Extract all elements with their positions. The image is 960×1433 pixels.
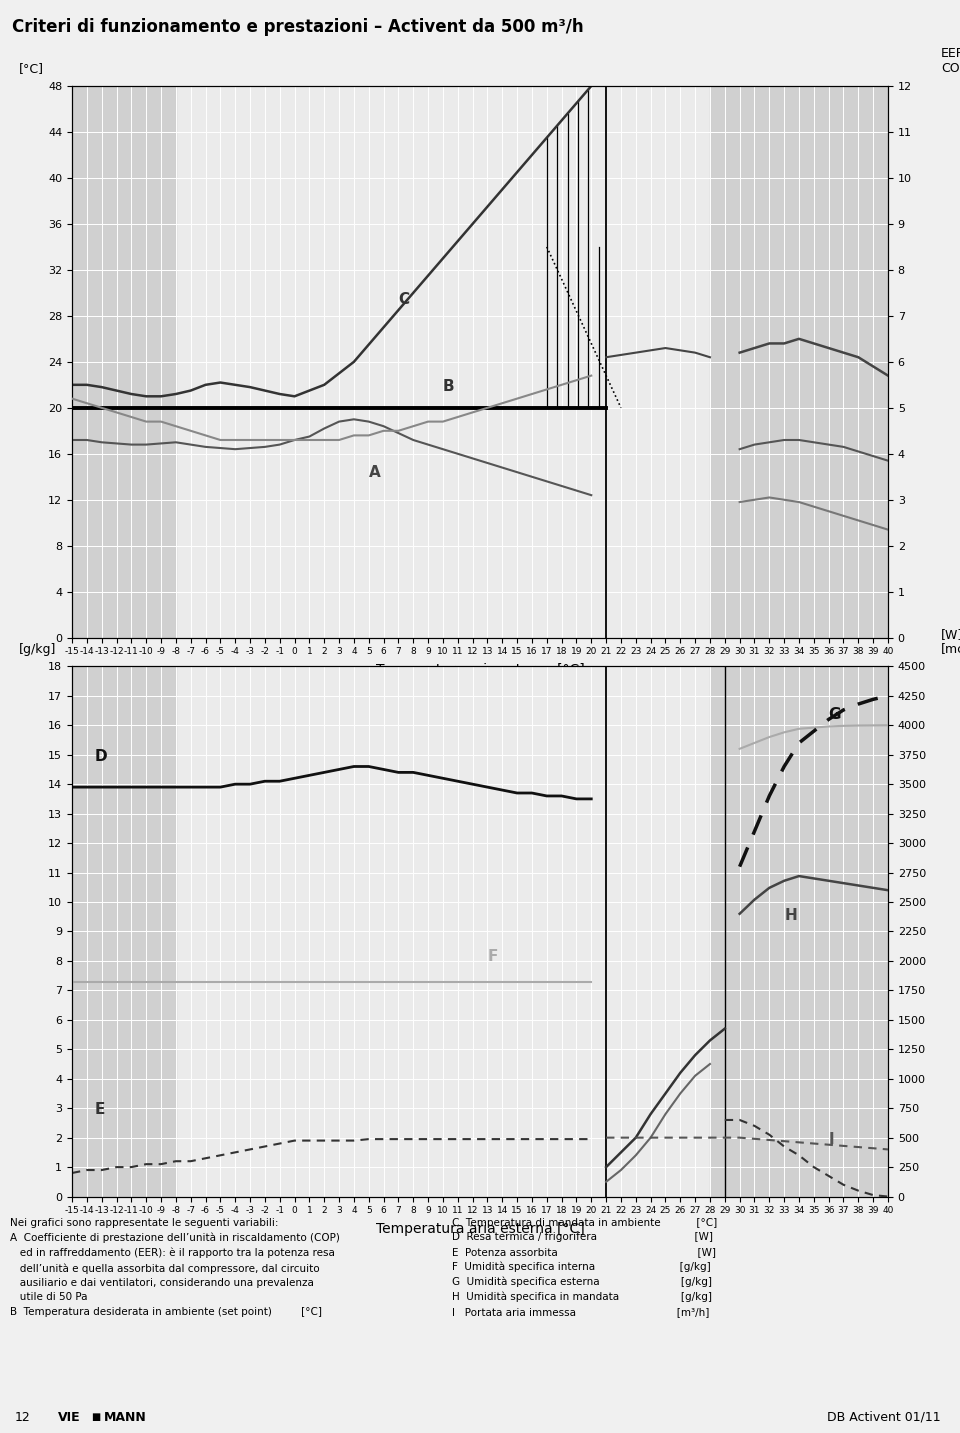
Text: B: B [443,378,454,394]
Text: I: I [828,1132,834,1146]
Bar [72,86,176,638]
Text: F: F [488,949,498,964]
Text: H: H [784,907,797,923]
Text: ■: ■ [91,1413,101,1422]
Text: [°C]: [°C] [19,62,44,75]
Text: MANN: MANN [104,1410,147,1424]
Text: G: G [828,708,841,722]
Text: [W]
[mc/h]: [W] [mc/h] [941,628,960,656]
Text: E: E [94,1102,105,1118]
Text: EER
COP: EER COP [941,47,960,75]
X-axis label: Temperatura aria esterna [°C]: Temperatura aria esterna [°C] [375,663,585,678]
X-axis label: Temperatura aria esterna [°C]: Temperatura aria esterna [°C] [375,1222,585,1237]
Text: D: D [94,748,107,764]
Text: A: A [369,464,380,480]
Text: Nei grafici sono rappresentate le seguenti variabili:
A  Coefficiente di prestaz: Nei grafici sono rappresentate le seguen… [10,1218,340,1317]
Text: 12: 12 [14,1410,30,1424]
Bar [710,86,888,638]
Text: C: C [398,292,410,307]
Text: [g/kg]: [g/kg] [19,643,57,656]
Text: DB Activent 01/11: DB Activent 01/11 [828,1410,941,1424]
Bar [72,666,176,1197]
Bar [710,666,888,1197]
Text: Criteri di funzionamento e prestazioni – Activent da 500 m³/h: Criteri di funzionamento e prestazioni –… [12,19,583,36]
Text: VIE: VIE [58,1410,81,1424]
Text: C  Temperatura di mandata in ambiente           [°C]
D  Resa termica / frigorife: C Temperatura di mandata in ambiente [°C… [452,1218,717,1317]
